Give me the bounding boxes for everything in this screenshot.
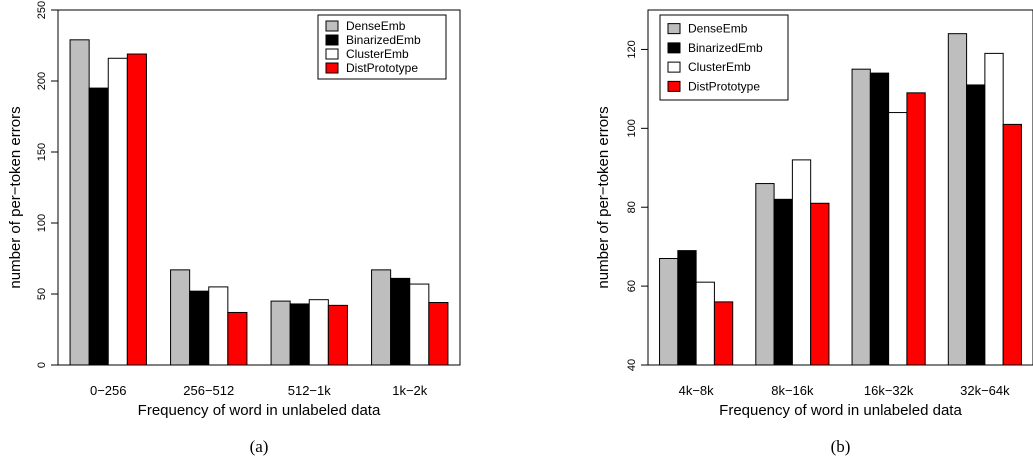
legend-swatch-clusteremb — [325, 48, 339, 60]
bar-distprototype-3 — [428, 302, 449, 366]
plot-border — [647, 9, 1033, 366]
y-axis-label: number of per−token errors — [7, 106, 24, 288]
legend-label-clusteremb: ClusterEmb — [346, 47, 409, 61]
legend-box — [659, 14, 789, 101]
legend-label-binarizedemb: BinarizedEmb — [346, 33, 421, 47]
bar-denseemb-0 — [659, 258, 679, 366]
x-tick-label: 32k−64k — [960, 383, 1010, 398]
legend-swatch-distprototype — [667, 80, 681, 92]
legend-label-denseemb: DenseEmb — [346, 19, 406, 33]
bar-denseemb-1 — [170, 269, 191, 366]
bar-distprototype-2 — [327, 304, 348, 366]
bar-binarizedemb-0 — [677, 250, 697, 366]
bar-clusteremb-1 — [208, 286, 229, 366]
y-tick-label: 250 — [36, 1, 48, 19]
y-tick-label: 200 — [36, 72, 48, 90]
legend-swatch-binarizedemb — [667, 42, 681, 54]
bar-denseemb-2 — [270, 300, 291, 366]
y-axis-label: number of per−token errors — [595, 106, 612, 288]
legend-label-distprototype: DistPrototype — [688, 79, 760, 93]
bar-distprototype-1 — [810, 202, 830, 366]
bar-distprototype-2 — [906, 92, 926, 366]
bar-clusteremb-3 — [984, 52, 1004, 366]
legend-label-clusteremb: ClusterEmb — [688, 60, 751, 74]
legend-swatch-distprototype — [325, 62, 339, 74]
panel-caption: (a) — [250, 437, 269, 456]
bar-clusteremb-2 — [308, 299, 329, 366]
legend-swatch-binarizedemb — [325, 34, 339, 46]
bar-binarizedemb-3 — [390, 277, 411, 366]
bar-clusteremb-0 — [695, 281, 715, 366]
x-axis-label: Frequency of word in unlabeled data — [138, 402, 381, 419]
bar-binarizedemb-2 — [289, 303, 310, 366]
panel-caption: (b) — [831, 437, 851, 456]
y-tick-label: 100 — [36, 214, 48, 232]
bar-denseemb-3 — [371, 269, 392, 366]
bar-distprototype-3 — [1002, 123, 1022, 366]
bar-distprototype-0 — [126, 53, 147, 366]
bar-binarizedemb-3 — [966, 84, 986, 366]
chart-panel-b: 4k−8k 8k−16k 16k−32k 32k−64k 40 60 80 100 120 Fre… — [595, 9, 1033, 456]
bar-binarizedemb-1 — [773, 198, 793, 366]
bar-clusteremb-1 — [791, 159, 812, 366]
y-tick-label: 0 — [36, 362, 48, 368]
legend-swatch-denseemb — [667, 23, 681, 35]
bar-denseemb-0 — [69, 39, 90, 366]
y-tick-label: 100 — [626, 119, 638, 137]
legend-label-binarizedemb: BinarizedEmb — [688, 41, 763, 55]
bar-distprototype-0 — [713, 301, 734, 366]
legend-box — [317, 14, 447, 80]
bar-denseemb-3 — [947, 33, 968, 366]
x-tick-label: 8k−16k — [771, 383, 814, 398]
bar-clusteremb-0 — [107, 57, 128, 366]
bar-clusteremb-2 — [888, 112, 908, 366]
y-tick-label: 50 — [36, 288, 48, 300]
legend-swatch-clusteremb — [667, 61, 681, 73]
legend-label-denseemb: DenseEmb — [688, 22, 748, 36]
bar-denseemb-2 — [851, 68, 871, 366]
x-tick-label: 0−256 — [90, 383, 127, 398]
bar-binarizedemb-2 — [869, 72, 890, 366]
bar-clusteremb-3 — [409, 283, 430, 366]
bar-binarizedemb-0 — [88, 87, 109, 366]
y-tick-label: 150 — [36, 143, 48, 161]
legend-swatch-denseemb — [325, 20, 339, 32]
bar-denseemb-1 — [755, 183, 775, 366]
bar-distprototype-1 — [227, 311, 248, 366]
bar-binarizedemb-1 — [189, 290, 210, 366]
y-tick-label: 40 — [626, 359, 638, 371]
x-tick-label: 512−1k — [288, 383, 332, 398]
chart-panel-a: 0−256 256−512 512−1k 1k−2k 0 50 100 150 200 250 Fr… — [7, 1, 461, 456]
x-tick-label: 4k−8k — [679, 383, 715, 398]
y-tick-label: 80 — [626, 201, 638, 213]
x-axis-label: Frequency of word in unlabeled data — [719, 402, 962, 419]
plot-border — [57, 9, 461, 366]
x-tick-label: 1k−2k — [392, 383, 428, 398]
y-tick-label: 120 — [626, 40, 638, 58]
legend-label-distprototype: DistPrototype — [346, 61, 418, 75]
y-tick-label: 60 — [626, 280, 638, 292]
x-tick-label: 256−512 — [183, 383, 234, 398]
x-tick-label: 16k−32k — [864, 383, 914, 398]
